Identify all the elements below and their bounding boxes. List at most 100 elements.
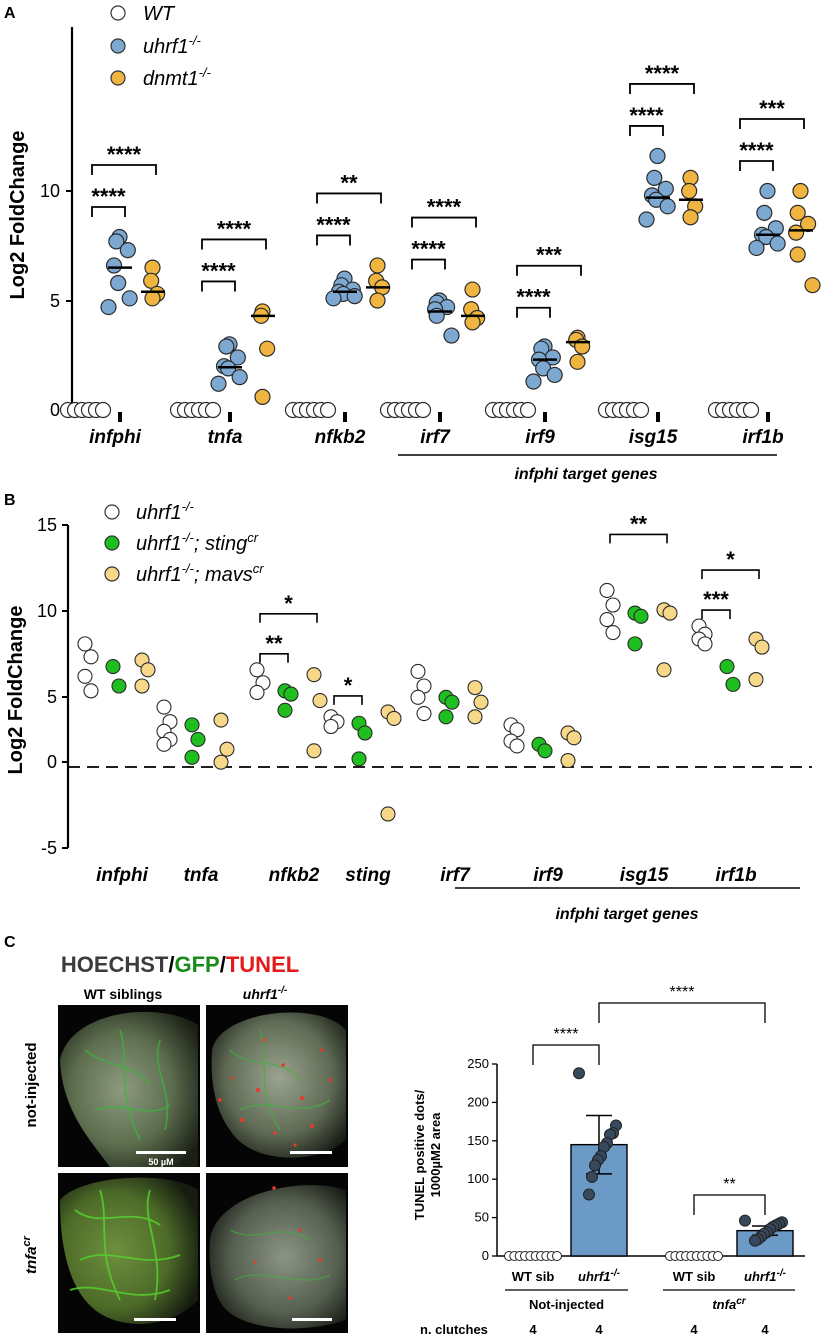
a-point-irf7-0-5 (414, 401, 432, 419)
a-sig-irf7-near: **** (411, 237, 446, 262)
y-tick-b-neg5: -5 (41, 838, 57, 858)
b-point-irf7-2-1 (473, 694, 489, 710)
micrograph-wt-not-injected: 50 µM (58, 1005, 200, 1167)
legend-b-label-3: uhrf1-/-; mavscr (136, 561, 264, 586)
a-point-isg15-1-0 (649, 147, 666, 165)
a-category-irf1b: irf1b (742, 427, 784, 448)
b-point-nfkb2-0-0 (249, 662, 265, 678)
a-bracket-irf7-near (411, 258, 446, 270)
a-point-tnfa-1-5 (231, 369, 248, 386)
b-point-sting-2-2 (380, 806, 396, 822)
legend-b-2-suffix: ; sting (194, 533, 247, 555)
b-point-irf9-1-1 (537, 743, 553, 759)
c-category-2: WT sib (673, 1269, 716, 1284)
a-bracket-nfkb2-near (316, 234, 351, 246)
c-sig-0: **** (554, 1026, 579, 1043)
col-mut-name: uhrf1 (243, 986, 278, 1002)
c-category-3: uhrf1-/- (744, 1268, 787, 1284)
legend-b-marker-1 (104, 504, 120, 520)
a-point-isg15-2-1 (681, 182, 698, 200)
b-point-irf7-2-0 (467, 680, 483, 696)
a-point-irf9-1-5 (546, 366, 563, 384)
b-point-nfkb2-2-2 (306, 743, 322, 759)
c-point-0-9 (552, 1251, 562, 1261)
b-point-irf7-0-0 (410, 663, 426, 679)
scale-bar (136, 1151, 186, 1154)
legend-b-1-sup: -/- (182, 499, 195, 514)
c-category-0: WT sib (512, 1269, 555, 1284)
legend-a: WT uhrf1-/- dnmt1-/- (110, 3, 212, 90)
b-point-nfkb2-0-2 (249, 684, 265, 701)
y-tick-a-5: 5 (50, 291, 60, 311)
a-category-irf7: irf7 (420, 427, 451, 448)
c-ytick-label-50: 50 (475, 1210, 489, 1225)
legend-a-marker-wt (110, 5, 126, 21)
y-tick-b-5: 5 (47, 687, 57, 707)
a-point-infphi-2-1 (143, 272, 160, 289)
legend-b-marker-3 (104, 566, 120, 582)
b-point-tnfa-0-0 (156, 699, 172, 715)
c-point-3-0 (739, 1214, 751, 1227)
legend-a-dnmt1-name: dnmt1 (143, 68, 199, 90)
b-point-tnfa-1-0 (184, 717, 200, 733)
a-bracket-tnfa-near (201, 280, 236, 292)
b-point-irf9-2-2 (560, 752, 576, 769)
clutches-count-3: 4 (690, 1322, 698, 1337)
b-sig-nfkb2-far: * (284, 591, 293, 616)
a-point-irf1b-1-0 (759, 182, 776, 200)
panel-b-marks: ********** (77, 511, 770, 822)
a-sig-irf9-far: *** (536, 243, 562, 268)
row-label-tnfacr: tnfacr (21, 1235, 40, 1274)
a-point-nfkb2-1-6 (325, 290, 342, 307)
c-category-name-1: uhrf1 (578, 1269, 611, 1284)
a-point-tnfa-0-5 (204, 401, 222, 419)
legend-a-uhrf1-sup: -/- (189, 33, 202, 48)
a-point-irf1b-2-3 (787, 224, 805, 241)
scale-bar-label: 50 µM (148, 1157, 173, 1167)
a-category-tnfa: tnfa (208, 427, 243, 448)
c-sig-2: ** (723, 1176, 735, 1193)
c-category-sup-1: -/- (611, 1268, 621, 1279)
legend-b-label-2: uhrf1-/-; stingcr (136, 530, 259, 555)
b-point-infphi-1-0 (105, 659, 121, 675)
col-label-mut: uhrf1-/- (243, 985, 288, 1002)
c-group-tnfacr-sup: cr (736, 1296, 747, 1307)
a-category-irf9: irf9 (525, 427, 555, 448)
a-sig-nfkb2-near: **** (316, 212, 351, 237)
clutches-count-4: 4 (761, 1322, 769, 1337)
legend-b-label-1: uhrf1-/- (136, 499, 195, 524)
a-category-nfkb2: nfkb2 (315, 427, 366, 448)
b-point-sting-1-1 (357, 725, 373, 741)
clutches-count-2: 4 (595, 1322, 603, 1337)
legend-a-label-uhrf1: uhrf1-/- (143, 33, 202, 58)
group-label-b: infphi target genes (555, 906, 698, 923)
a-sig-nfkb2-far: ** (340, 170, 358, 195)
b-point-sting-2-1 (386, 710, 402, 726)
b-point-tnfa-2-1 (219, 741, 235, 757)
b-point-isg15-2-1 (662, 605, 678, 621)
c-category-1: uhrf1-/- (578, 1268, 621, 1284)
legend-b-3-suffix: ; mavs (194, 564, 253, 586)
b-point-sting-0-2 (323, 718, 339, 735)
panel-letter-b: B (4, 492, 16, 509)
a-point-infphi-0-5 (94, 401, 112, 419)
a-bracket-irf1b-far (739, 118, 805, 129)
c-ytick-label-100: 100 (467, 1171, 489, 1186)
stain-gfp: GFP (175, 952, 220, 977)
a-point-infphi-1-5 (121, 290, 138, 307)
b-point-irf1b-1-0 (719, 659, 735, 675)
b-point-isg15-0-2 (599, 612, 615, 628)
b-point-infphi-0-1 (83, 649, 99, 665)
b-point-irf7-0-2 (410, 689, 426, 705)
c-sig-1: **** (670, 984, 695, 1001)
panel-a-category-labels: infphi tnfa nfkb2 irf7 irf9 isg15 irf1b (89, 427, 784, 448)
c-bracket-0 (532, 1044, 600, 1065)
b-point-tnfa-1-2 (184, 749, 200, 765)
c-group-tnfacr-name: tnfa (712, 1297, 736, 1312)
b-category-irf7: irf7 (440, 865, 471, 886)
legend-a-marker-dnmt1 (110, 70, 126, 86)
a-point-irf1b-2-0 (792, 182, 809, 200)
b-point-tnfa-2-2 (213, 754, 229, 770)
a-sig-tnfa-far: **** (217, 216, 252, 241)
a-bracket-infphi-far (91, 164, 157, 175)
